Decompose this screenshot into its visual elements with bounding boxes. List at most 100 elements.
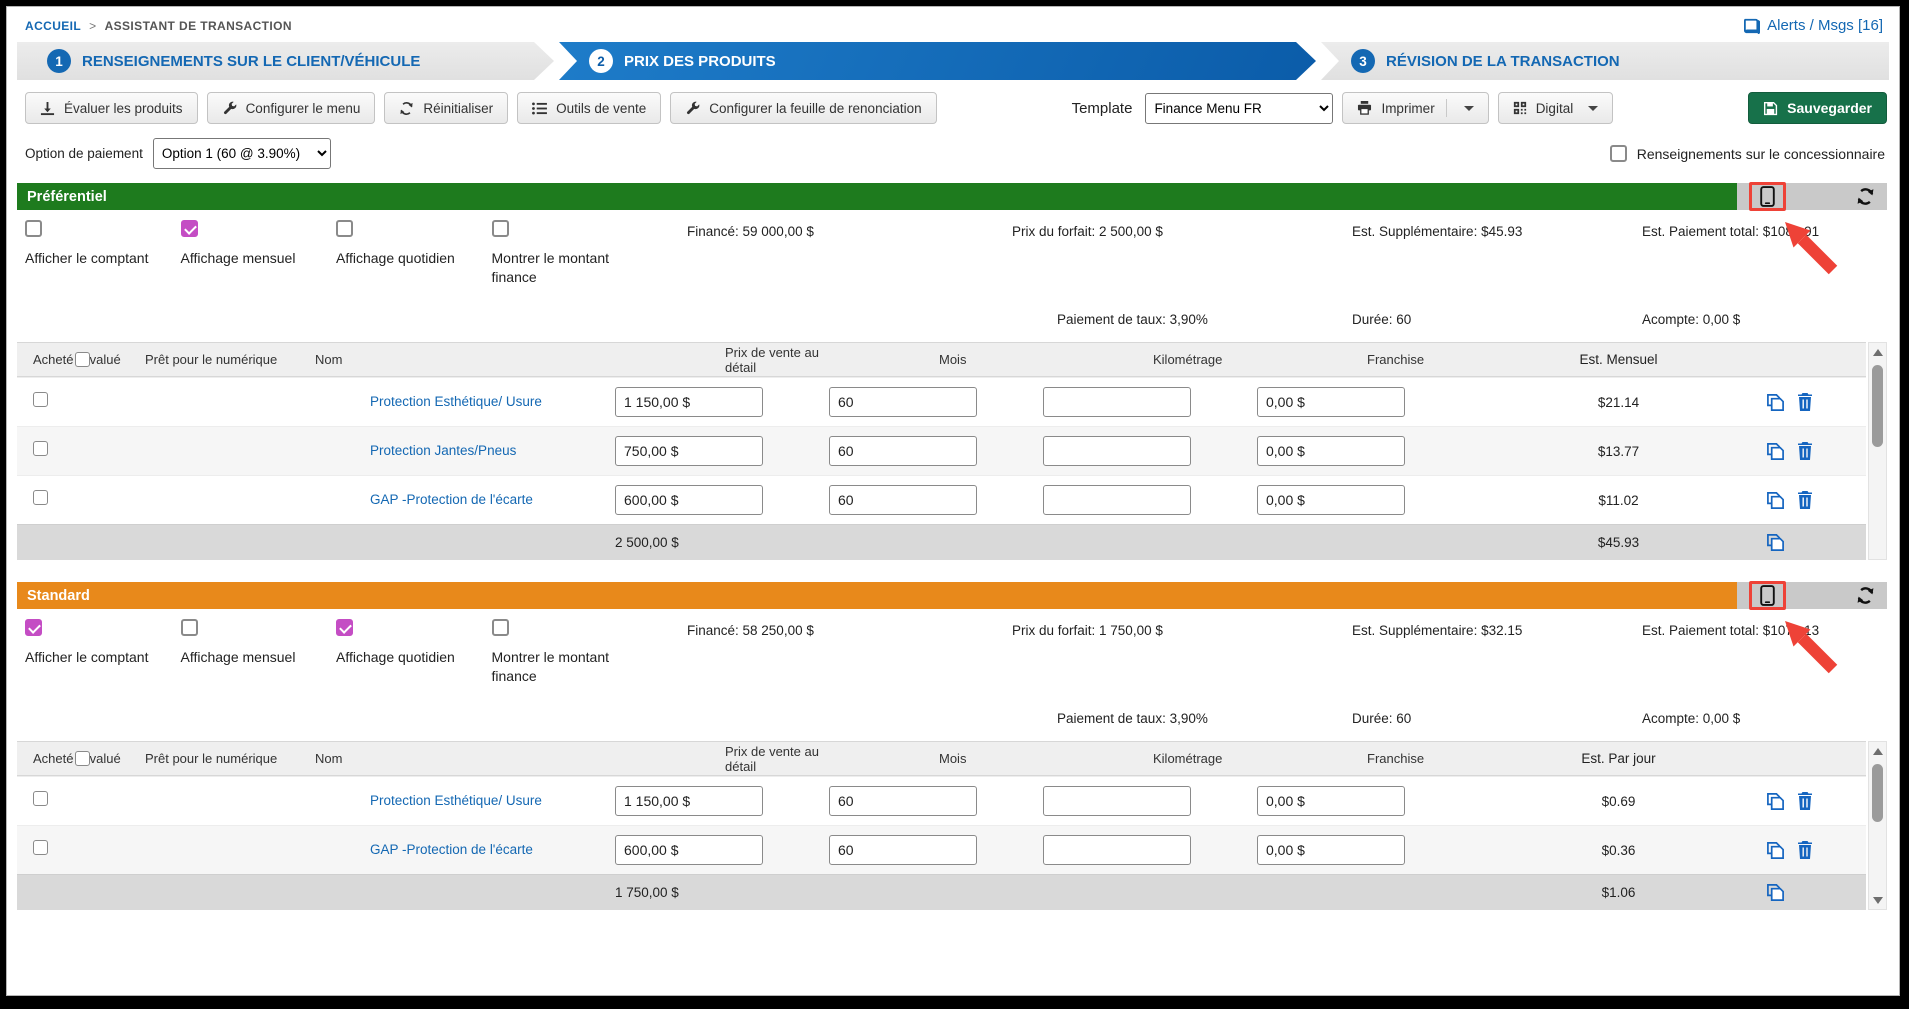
bought-checkbox[interactable] — [33, 840, 48, 855]
months-input[interactable] — [829, 387, 977, 417]
bought-checkbox[interactable] — [33, 441, 48, 456]
price-input[interactable] — [615, 786, 763, 816]
delete-row-button[interactable] — [1797, 442, 1813, 460]
stat-term: Durée: 60 — [1352, 312, 1642, 334]
mileage-input[interactable] — [1043, 485, 1191, 515]
payment-option-row: Option de paiement Option 1 (60 @ 3.90%)… — [7, 124, 1899, 179]
mileage-input[interactable] — [1043, 387, 1191, 417]
scroll-down-button[interactable] — [1869, 891, 1886, 909]
section-preferentiel: Préférentiel Afficher le comptan — [7, 183, 1899, 560]
step-label: RÉVISION DE LA TRANSACTION — [1386, 53, 1620, 70]
deductible-input[interactable] — [1257, 485, 1405, 515]
months-input[interactable] — [829, 485, 977, 515]
mobile-view-button[interactable] — [1760, 585, 1775, 606]
checkbox-label: Affichage mensuel — [181, 648, 306, 667]
breadcrumb-home-link[interactable]: ACCUEIL — [25, 19, 81, 33]
table-scrollbar[interactable] — [1868, 741, 1887, 910]
option-monthly-display: Affichage mensuel — [181, 619, 337, 739]
copy-row-button[interactable] — [1766, 393, 1785, 412]
scrollbar-thumb[interactable] — [1872, 764, 1883, 822]
stat-rate: Paiement de taux: 3,90% — [1012, 312, 1352, 334]
copy-icon — [1766, 491, 1785, 510]
alerts-msgs-link[interactable]: Alerts / Msgs [16] — [1743, 17, 1883, 34]
deductible-input[interactable] — [1257, 436, 1405, 466]
sales-tools-button[interactable]: Outils de vente — [517, 92, 661, 124]
save-button[interactable]: Sauvegarder — [1748, 92, 1887, 124]
print-button[interactable]: Imprimer — [1342, 92, 1488, 124]
scroll-up-button[interactable] — [1869, 742, 1886, 760]
delete-row-button[interactable] — [1797, 792, 1813, 810]
evaluate-products-button[interactable]: Évaluer les produits — [25, 92, 198, 124]
trash-icon — [1797, 841, 1813, 859]
delete-row-button[interactable] — [1797, 491, 1813, 509]
product-link[interactable]: Protection Jantes/Pneus — [370, 443, 516, 458]
show-financed-checkbox[interactable] — [492, 220, 509, 237]
template-label: Template — [1072, 100, 1133, 117]
copy-all-button[interactable] — [1766, 883, 1785, 902]
product-link[interactable]: GAP -Protection de l'écarte — [370, 842, 533, 857]
bought-checkbox[interactable] — [33, 392, 48, 407]
table-row: GAP -Protection de l'écarte $0.36 — [17, 825, 1866, 874]
copy-all-button[interactable] — [1766, 533, 1785, 552]
bought-checkbox[interactable] — [33, 791, 48, 806]
monthly-display-checkbox[interactable] — [181, 220, 198, 237]
header-name: Nom — [315, 751, 615, 766]
configure-menu-button[interactable]: Configurer le menu — [207, 92, 376, 124]
option-daily-display: Affichage quotidien — [336, 220, 492, 340]
top-bar: ACCUEIL > ASSISTANT DE TRANSACTION Alert… — [7, 7, 1899, 40]
months-input[interactable] — [829, 436, 977, 466]
copy-row-button[interactable] — [1766, 442, 1785, 461]
refresh-section-button[interactable] — [1856, 187, 1875, 206]
configure-waiver-button[interactable]: Configurer la feuille de renonciation — [670, 92, 936, 124]
daily-display-checkbox[interactable] — [336, 220, 353, 237]
table-scrollbar[interactable] — [1868, 342, 1887, 560]
select-all-checkbox[interactable] — [75, 352, 90, 367]
bought-checkbox[interactable] — [33, 490, 48, 505]
price-input[interactable] — [615, 436, 763, 466]
scrollbar-thumb[interactable] — [1872, 365, 1883, 447]
deductible-input[interactable] — [1257, 387, 1405, 417]
refresh-section-button[interactable] — [1856, 586, 1875, 605]
show-cash-checkbox[interactable] — [25, 619, 42, 636]
wrench-icon — [222, 101, 237, 116]
daily-display-checkbox[interactable] — [336, 619, 353, 636]
months-input[interactable] — [829, 786, 977, 816]
price-input[interactable] — [615, 835, 763, 865]
copy-icon — [1766, 883, 1785, 902]
reset-button[interactable]: Réinitialiser — [384, 92, 508, 124]
show-financed-checkbox[interactable] — [492, 619, 509, 636]
dealer-info-checkbox[interactable] — [1610, 145, 1627, 162]
mobile-view-button[interactable] — [1760, 186, 1775, 207]
option-daily-display: Affichage quotidien — [336, 619, 492, 739]
product-link[interactable]: GAP -Protection de l'écarte — [370, 492, 533, 507]
monthly-display-checkbox[interactable] — [181, 619, 198, 636]
template-select[interactable]: Finance Menu FR — [1145, 93, 1333, 124]
wizard-step-2-active[interactable]: 2 PRIX DES PRODUITS — [559, 42, 1316, 80]
mileage-input[interactable] — [1043, 835, 1191, 865]
copy-row-button[interactable] — [1766, 491, 1785, 510]
show-cash-checkbox[interactable] — [25, 220, 42, 237]
deductible-input[interactable] — [1257, 835, 1405, 865]
product-link[interactable]: Protection Esthétique/ Usure — [370, 793, 542, 808]
copy-row-button[interactable] — [1766, 841, 1785, 860]
mileage-input[interactable] — [1043, 436, 1191, 466]
price-input[interactable] — [615, 485, 763, 515]
scroll-up-button[interactable] — [1869, 343, 1886, 361]
months-input[interactable] — [829, 835, 977, 865]
header-deductible: Franchise — [1257, 751, 1471, 766]
deductible-input[interactable] — [1257, 786, 1405, 816]
price-input[interactable] — [615, 387, 763, 417]
select-all-checkbox[interactable] — [75, 751, 90, 766]
copy-icon — [1766, 533, 1785, 552]
digital-button[interactable]: Digital — [1498, 92, 1614, 124]
payment-option-select[interactable]: Option 1 (60 @ 3.90%) — [153, 138, 331, 169]
trash-icon — [1797, 792, 1813, 810]
copy-row-button[interactable] — [1766, 792, 1785, 811]
delete-row-button[interactable] — [1797, 393, 1813, 411]
mileage-input[interactable] — [1043, 786, 1191, 816]
delete-row-button[interactable] — [1797, 841, 1813, 859]
wizard-step-3[interactable]: 3 RÉVISION DE LA TRANSACTION — [1321, 42, 1889, 80]
wizard-step-1[interactable]: 1 RENSEIGNEMENTS SUR LE CLIENT/VÉHICULE — [17, 42, 554, 80]
annotation-highlight-box — [1749, 581, 1786, 610]
product-link[interactable]: Protection Esthétique/ Usure — [370, 394, 542, 409]
